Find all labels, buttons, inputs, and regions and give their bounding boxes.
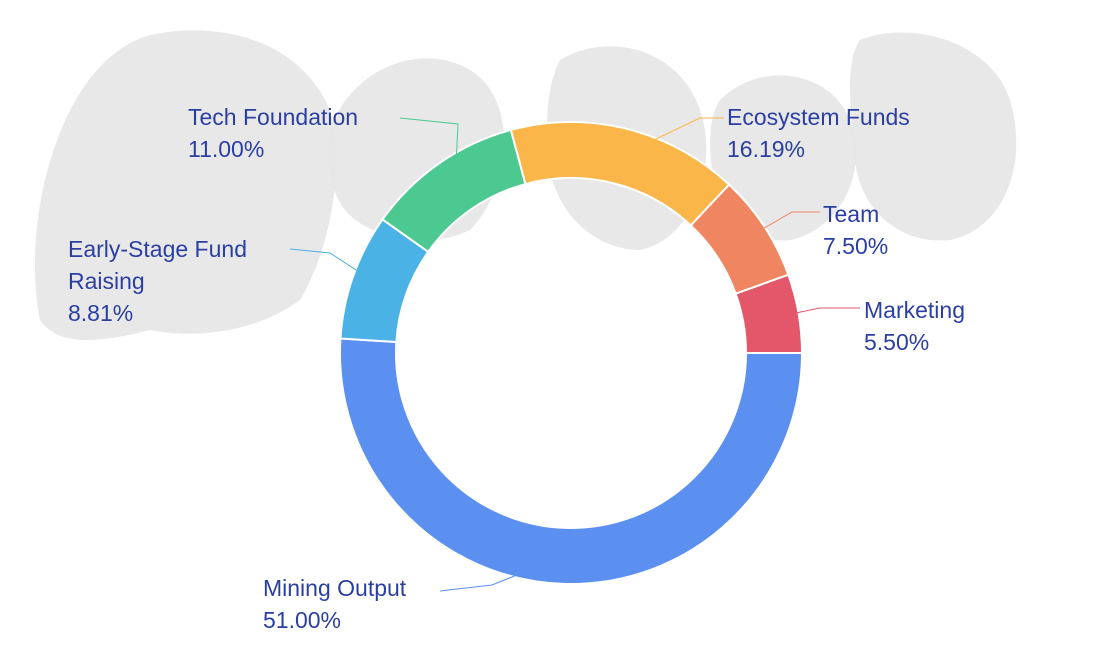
watermark-logo (34, 30, 1017, 341)
leader-line-early-stage-fund-raising (289, 248, 380, 286)
slice-marketing[interactable] (734, 273, 804, 354)
slice-name-tech-foundation: Tech Foundation (188, 104, 358, 130)
slice-value-mining-output: 51.00% (263, 607, 341, 633)
slice-name-early-stage-fund-raising: Raising (68, 268, 145, 294)
slice-name-marketing: Marketing (864, 297, 965, 323)
leader-line-tech-foundation (399, 117, 459, 187)
slice-label-tech-foundation: Tech Foundation 11.00% (188, 104, 358, 162)
slice-name-ecosystem-funds: Ecosystem Funds (727, 104, 910, 130)
leader-line-marketing (770, 307, 860, 319)
slice-value-marketing: 5.50% (864, 329, 929, 355)
slice-value-team: 7.50% (823, 233, 888, 259)
slice-value-tech-foundation: 11.00% (188, 136, 264, 162)
slice-value-early-stage-fund-raising: 8.81% (68, 300, 133, 326)
slice-label-early-stage-fund-raising: Early-Stage Fund Raising 8.81% (68, 236, 247, 326)
slice-label-mining-output: Mining Output 51.00% (263, 575, 407, 633)
slice-value-ecosystem-funds: 16.19% (727, 136, 805, 162)
slice-label-ecosystem-funds: Ecosystem Funds 16.19% (727, 104, 910, 162)
leader-line-team (740, 211, 820, 242)
slice-label-marketing: Marketing 5.50% (864, 297, 965, 355)
slice-name-mining-output: Mining Output (263, 575, 407, 601)
slice-label-team: Team 7.50% (823, 201, 888, 259)
leader-line-mining-output (439, 555, 565, 592)
slice-labels: Mining Output 51.00% Early-Stage Fund Raisi… (68, 104, 965, 633)
donut-slices (339, 121, 804, 586)
slice-name-early-stage-fund-raising: Early-Stage Fund (68, 236, 247, 262)
slice-name-team: Team (823, 201, 879, 227)
leader-line-ecosystem-funds (620, 117, 724, 157)
slice-mining-output[interactable] (339, 337, 804, 586)
